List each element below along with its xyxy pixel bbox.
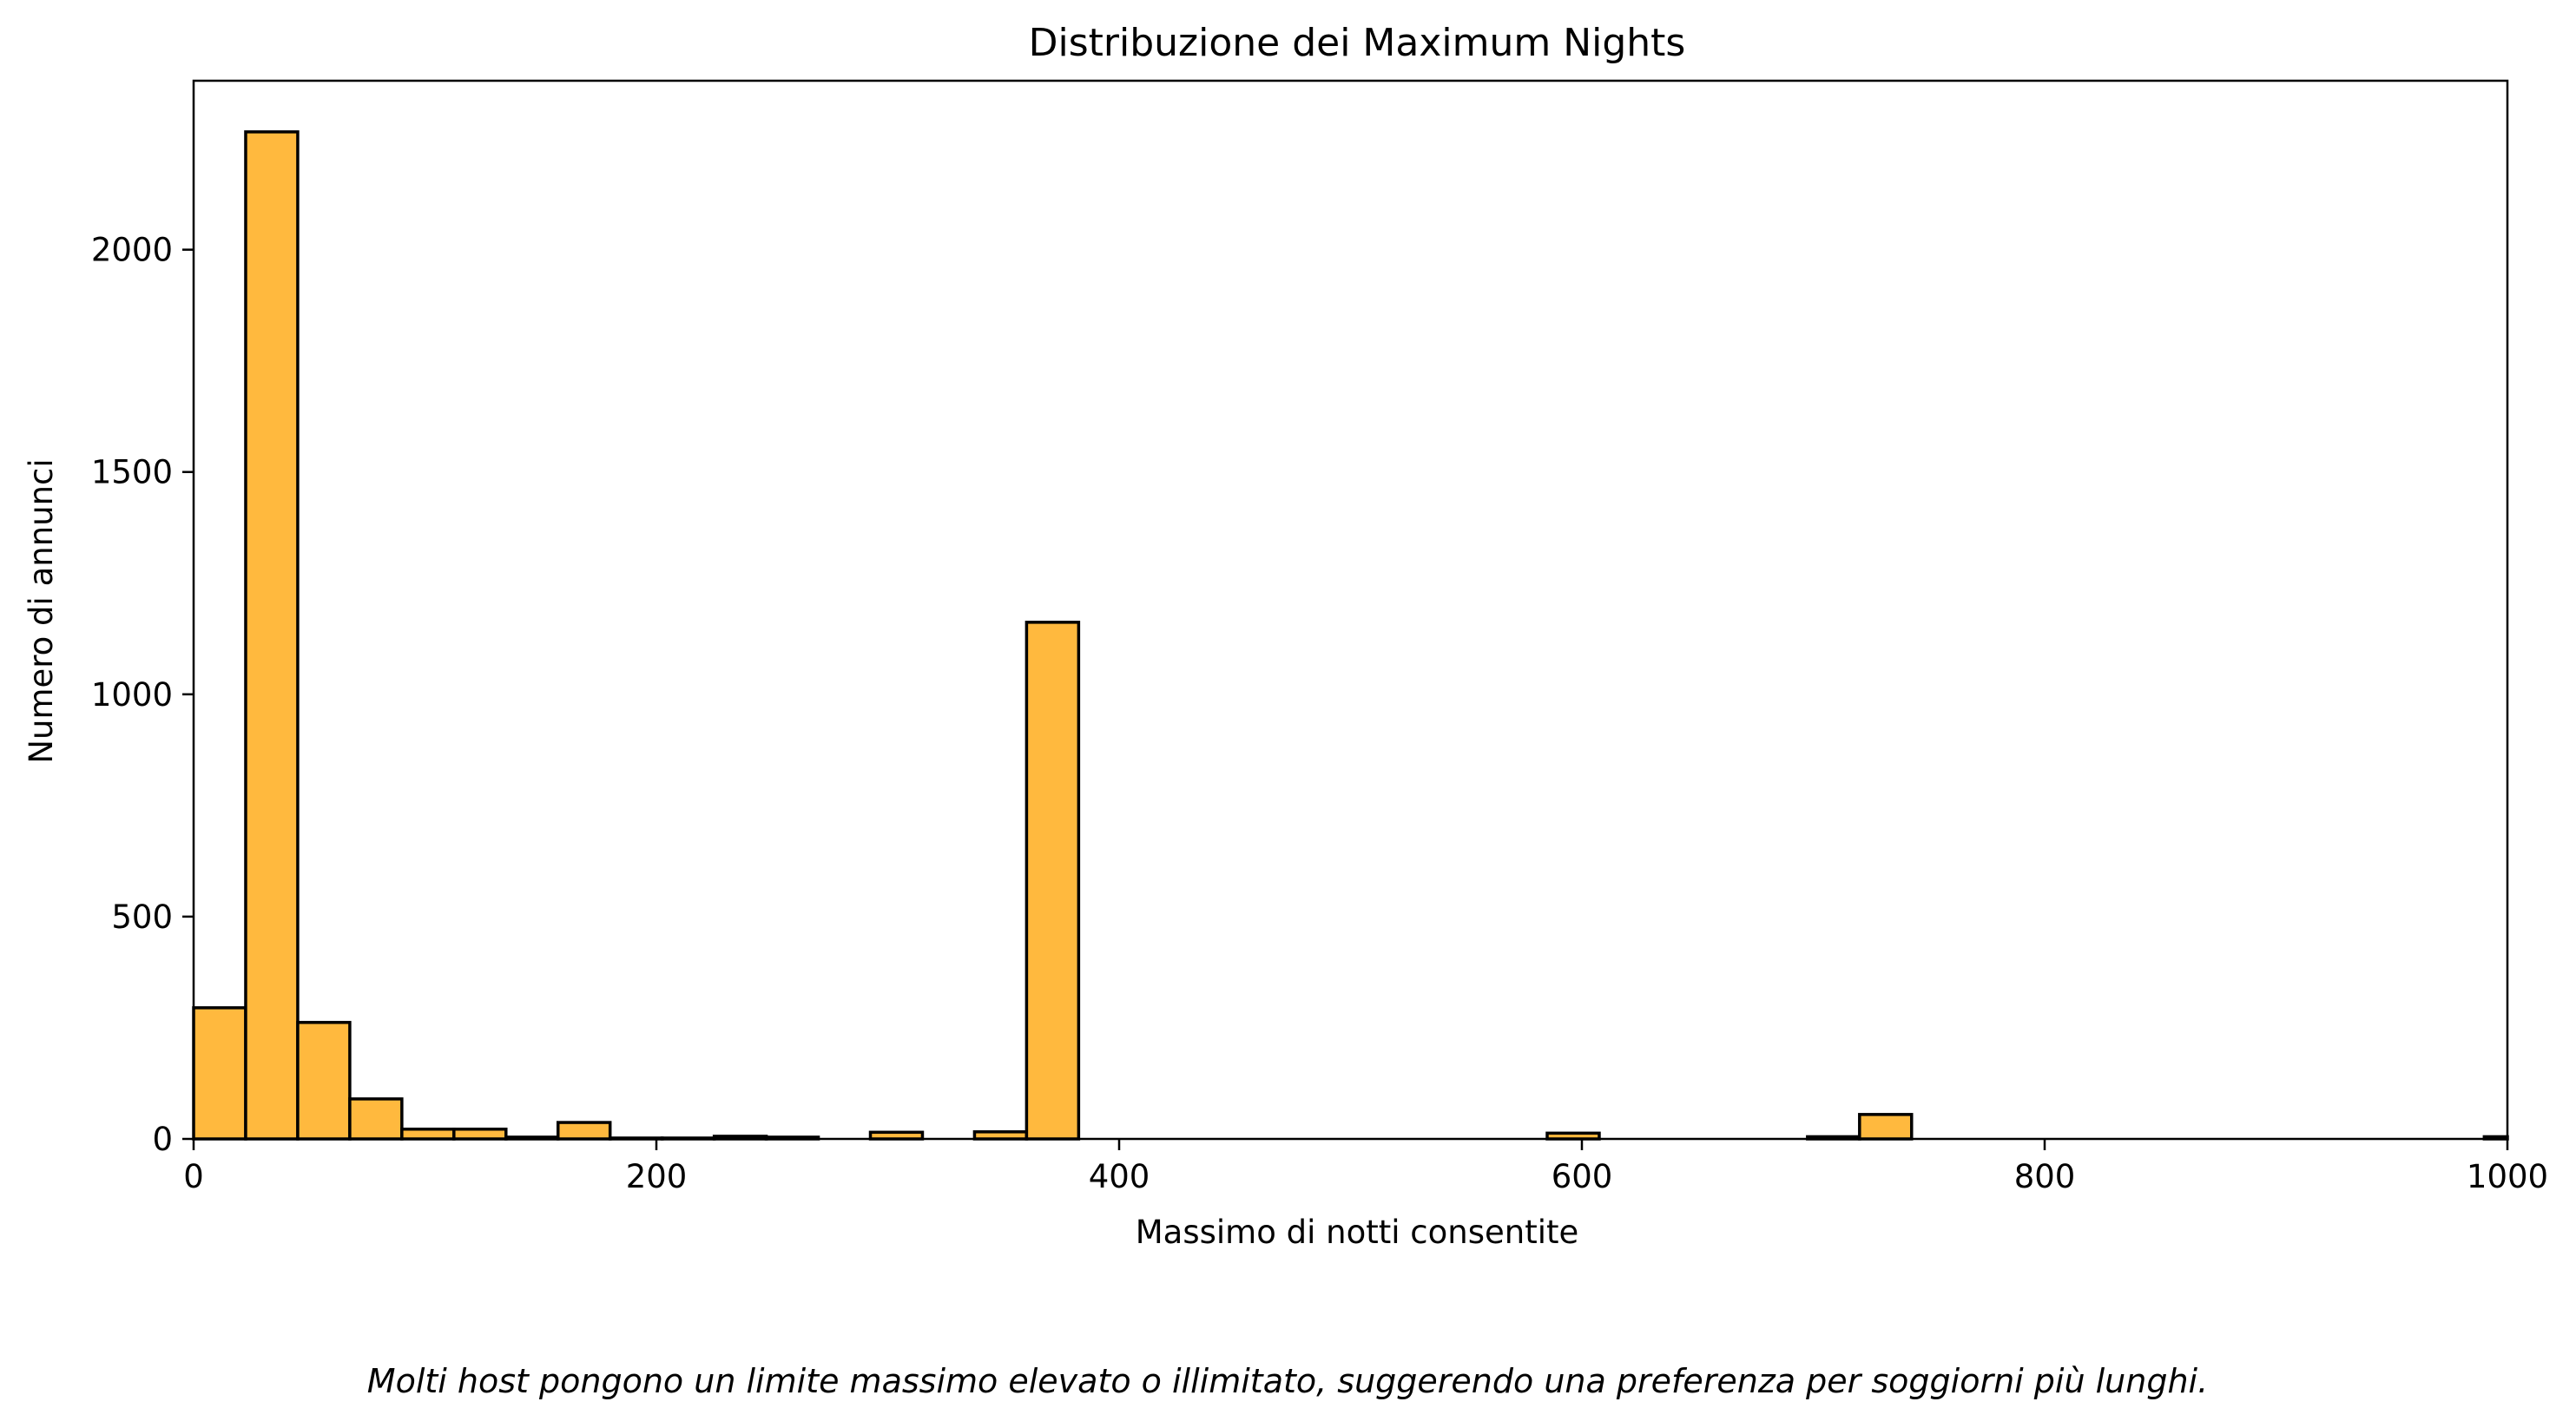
histogram-bar	[1858, 1113, 1914, 1141]
histogram-bar	[1024, 621, 1081, 1141]
y-tick-label: 0	[152, 1121, 173, 1158]
histogram-bar	[400, 1127, 456, 1141]
y-tick-label: 1500	[91, 454, 173, 491]
histogram-bar	[296, 1021, 352, 1141]
y-axis: 0 500 1000 1500 2000	[91, 232, 194, 1158]
histogram-bar	[348, 1097, 404, 1141]
x-tick-label: 600	[1552, 1158, 1613, 1195]
bars-group	[192, 130, 2509, 1141]
y-tick-label: 2000	[91, 232, 173, 269]
histogram-bar	[244, 130, 300, 1141]
chart-title: Distribuzione dei Maximum Nights	[1029, 21, 1686, 65]
x-tick-label: 1000	[2467, 1158, 2548, 1195]
histogram-bar	[192, 1006, 247, 1141]
y-axis-label: Numero di annunci	[23, 458, 60, 763]
x-tick-label: 0	[183, 1158, 204, 1195]
x-tick-label: 200	[626, 1158, 688, 1195]
y-tick-label: 1000	[91, 676, 173, 714]
histogram-bar	[452, 1127, 508, 1141]
x-axis-label: Massimo di notti consentite	[1136, 1214, 1579, 1251]
x-axis: 0 200 400 600 800 1000	[183, 1139, 2548, 1195]
y-tick-label: 500	[111, 898, 173, 936]
chart-caption: Molti host pongono un limite massimo ele…	[367, 1362, 2208, 1400]
plot-frame	[192, 79, 2509, 1141]
histogram-bar	[556, 1121, 612, 1141]
x-tick-label: 800	[2014, 1158, 2076, 1195]
x-tick-label: 400	[1089, 1158, 1150, 1195]
